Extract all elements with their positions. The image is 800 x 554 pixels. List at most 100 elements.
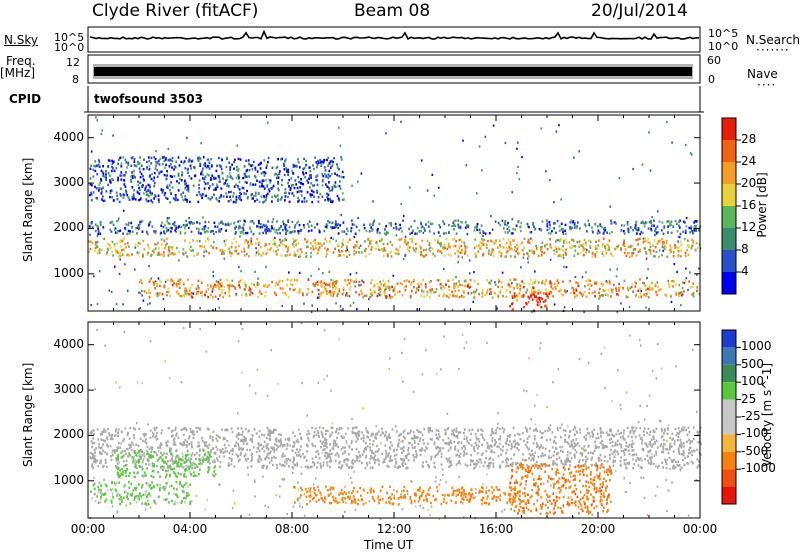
heatmap-cell: [629, 226, 632, 229]
heatmap-cell: [297, 158, 299, 161]
heatmap-cell: [623, 452, 626, 455]
heatmap-cell: [254, 495, 256, 498]
heatmap-cell: [293, 186, 296, 190]
heatmap-cell: [180, 179, 183, 182]
heatmap-cell: [637, 238, 639, 241]
heatmap-cell: [673, 458, 675, 462]
heatmap-cell: [342, 221, 345, 224]
heatmap-cell: [670, 220, 673, 223]
heatmap-cell: [442, 439, 445, 442]
heatmap-cell: [589, 240, 592, 243]
freq-trace-ticks: [93, 64, 693, 79]
heatmap-cell: [188, 293, 191, 296]
heatmap-cell: [214, 283, 216, 287]
heatmap-cell: [530, 237, 532, 240]
heatmap-cell: [665, 241, 668, 244]
heatmap-cell: [218, 200, 221, 203]
heatmap-cell: [297, 488, 300, 491]
heatmap-cell: [657, 285, 660, 289]
heatmap-cell: [150, 162, 153, 165]
heatmap-cell: [120, 442, 122, 445]
heatmap-cell: [584, 449, 587, 452]
heatmap-cell: [178, 164, 181, 167]
heatmap-cell: [411, 231, 413, 235]
heatmap-cell: [665, 293, 668, 296]
heatmap-cell: [242, 226, 245, 229]
heatmap-cell: [159, 284, 161, 288]
heatmap-cell: [505, 289, 508, 292]
heatmap-cell: [593, 428, 595, 431]
heatmap-cell: [296, 462, 299, 465]
heatmap-cell: [278, 440, 281, 443]
heatmap-cell: [145, 193, 148, 196]
heatmap-cell: [140, 289, 143, 292]
heatmap-cell: [688, 452, 690, 455]
heatmap-cell: [435, 288, 438, 291]
heatmap-cell: [365, 294, 368, 297]
heatmap-cell: [125, 161, 128, 164]
heatmap-cell: [221, 248, 224, 252]
heatmap-cell: [291, 169, 293, 173]
heatmap-cell: [597, 229, 600, 232]
heatmap-cell: [326, 446, 328, 449]
heatmap-cell: [680, 294, 683, 297]
heatmap-cell: [231, 242, 233, 245]
heatmap-cell: [245, 169, 248, 173]
heatmap-cell: [622, 241, 625, 245]
heatmap-cell: [585, 243, 587, 246]
heatmap-cell: [210, 293, 212, 296]
heatmap-cell: [223, 443, 226, 447]
heatmap-cell: [598, 297, 600, 300]
heatmap-cell: [379, 287, 382, 290]
heatmap-cell: [527, 238, 530, 241]
heatmap-cell: [438, 224, 441, 227]
heatmap-cell: [315, 433, 318, 437]
heatmap-cell: [610, 222, 613, 225]
heatmap-cell: [472, 459, 474, 463]
heatmap-cell: [185, 219, 187, 223]
heatmap-cell: [164, 158, 167, 161]
heatmap-cell: [551, 431, 554, 434]
heatmap-cell: [184, 179, 186, 182]
heatmap-cell: [315, 161, 318, 164]
heatmap-cell: [187, 167, 189, 171]
heatmap-cell: [244, 288, 246, 291]
heatmap-cell: [610, 288, 613, 291]
heatmap-cell: [579, 227, 581, 230]
heatmap-cell: [583, 435, 586, 439]
heatmap-cell: [96, 303, 99, 306]
heatmap-cell: [633, 463, 636, 466]
heatmap-cell: [626, 461, 629, 465]
heatmap-cell: [239, 235, 241, 238]
heatmap-cell: [160, 280, 163, 284]
heatmap-cell: [168, 165, 171, 168]
heatmap-cell: [338, 175, 341, 178]
heatmap-cell: [320, 466, 323, 469]
heatmap-cell: [277, 283, 279, 286]
heatmap-cell: [271, 195, 273, 199]
heatmap-cell: [348, 282, 351, 285]
heatmap-cell: [472, 290, 475, 294]
heatmap-cell: [667, 220, 670, 223]
heatmap-cell: [515, 294, 518, 297]
heatmap-cell: [400, 447, 402, 450]
heatmap-cell: [370, 279, 373, 282]
heatmap-cell: [117, 162, 119, 166]
heatmap-cell: [488, 447, 491, 450]
heatmap-cell: [175, 434, 178, 437]
heatmap-cell: [123, 237, 125, 240]
heatmap-cell: [274, 284, 277, 288]
heatmap-cell: [412, 390, 415, 393]
heatmap-cell: [229, 195, 231, 199]
heatmap-cell: [611, 231, 613, 234]
heatmap-cell: [116, 242, 119, 245]
heatmap-cell: [313, 184, 315, 187]
heatmap-cell: [404, 238, 406, 242]
heatmap-cell: [354, 432, 356, 435]
heatmap-cell: [169, 294, 171, 298]
heatmap-cell: [189, 428, 192, 431]
heatmap-cell: [660, 443, 663, 446]
heatmap-cell: [248, 226, 251, 229]
heatmap-cell: [280, 225, 282, 228]
heatmap-cell: [564, 459, 567, 463]
